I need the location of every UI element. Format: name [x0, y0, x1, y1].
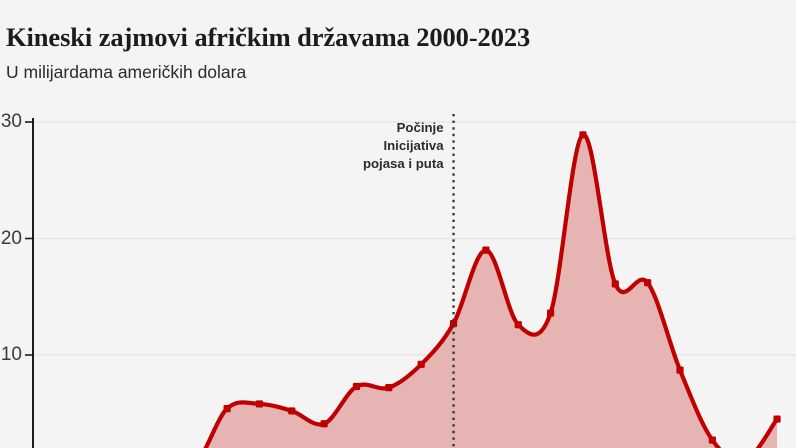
- annotation-text: Počinje Inicijativa pojasa i puta: [284, 119, 444, 173]
- annotation-line-3: pojasa i puta: [362, 156, 444, 171]
- y-axis-label-10: 10: [0, 344, 22, 365]
- annotation-line-1: Počinje: [396, 120, 444, 135]
- y-axis: [25, 118, 34, 448]
- area-fill-group: [205, 134, 778, 448]
- page-title: Kineski zajmovi afričkim državama 2000-2…: [6, 22, 531, 52]
- y-axis-label-30: 30: [0, 111, 22, 132]
- data-point-markers: [223, 131, 781, 444]
- annotation-line-2: Inicijativa: [383, 138, 444, 153]
- y-axis-label-20: 20: [0, 227, 22, 249]
- page-subtitle: U milijardama američkih dolara: [6, 62, 247, 82]
